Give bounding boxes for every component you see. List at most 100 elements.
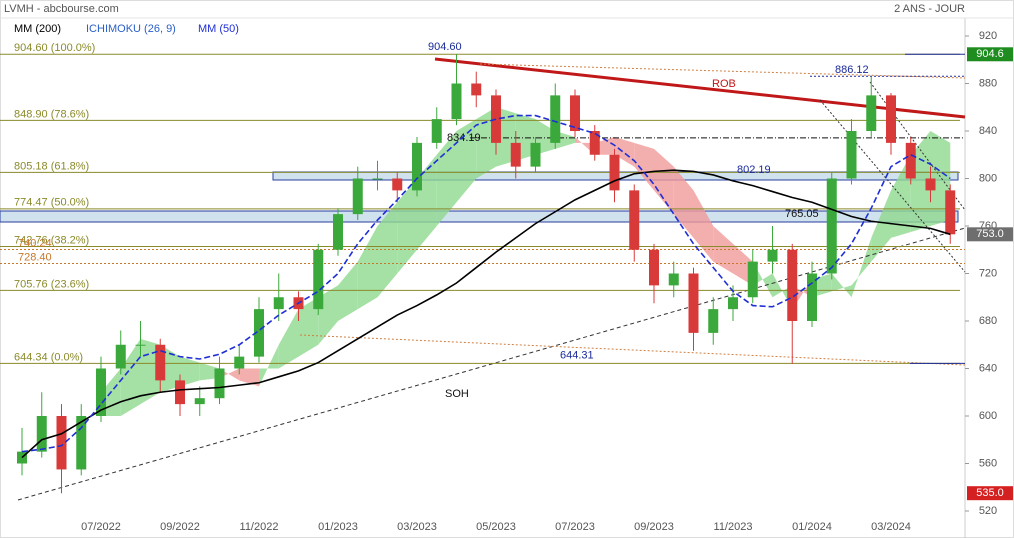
y-tick-label: 800 [979,172,997,184]
channel-line [479,63,966,79]
y-tick-label: 720 [979,267,997,279]
cloud-segment [436,131,457,226]
channel-line [869,81,966,211]
annotation-label: 834.19 [447,132,481,144]
cloud-segment [673,166,694,238]
candle-body [570,95,580,131]
candle-body [708,309,719,333]
candle-body [886,95,896,143]
candle-body [115,344,126,369]
y-tick-label: 880 [979,77,997,89]
trendline [434,57,966,119]
x-tick-label: 11/2022 [240,521,279,533]
candle-body [589,131,600,155]
candle-body [629,190,640,250]
candle-body [96,368,106,416]
header-right: 2 ANS - JOUR [894,3,965,15]
price-tag-label: 535.0 [976,487,1004,499]
candle-body [668,273,679,286]
fib-label: 848.90 (78.6%) [14,108,89,120]
moving-average [21,169,951,459]
candle-body [866,95,877,131]
price-tag [967,486,1013,501]
cloud-segment [851,237,872,298]
moving-averages [21,114,951,459]
cloud-segment [298,297,319,357]
x-tick-label: 05/2023 [476,521,516,533]
price-tag [967,227,1013,242]
legend-mm50: MM (50) [198,23,239,35]
candle-body [846,131,857,179]
price-tag-label: 904.6 [976,48,1004,60]
levels: 904.60 (100.0%) 848.90 (78.6%) 805.18 (61.… [0,41,966,501]
candle-body [431,119,442,143]
y-tick-label: 560 [979,457,997,469]
header-left: LVMH - abcbourse.com [4,3,119,15]
x-tick-label: 09/2023 [634,521,674,533]
x-tick-label: 11/2023 [714,521,753,533]
cloud-segment [377,202,398,298]
candle-body [510,142,521,167]
level-label: 740.24 [18,237,52,249]
candle-body [194,398,205,405]
fib-label: 904.60 (100.0%) [14,42,95,54]
cloud-segment [654,148,674,215]
candle-body [728,297,738,310]
annotation-label: 765.05 [785,208,819,220]
x-tick-label: 01/2024 [792,521,832,533]
level-label: 728.40 [18,251,52,263]
candle-body [36,416,47,452]
candle-body [826,178,837,274]
candle-body [491,95,501,143]
candle-body [412,142,422,191]
x-tick-label: 07/2023 [555,521,595,533]
zone [0,210,959,223]
price-tag [967,47,1013,62]
y-tick-label: 840 [979,125,997,137]
candle-body [767,249,778,262]
y-tick-label: 680 [979,315,997,327]
annotation-label: 904.60 [428,41,462,53]
candle-body [787,249,798,321]
candle-body [609,154,620,191]
fib-label: 705.76 (23.6%) [14,278,89,290]
annotation-label: 886.12 [835,64,869,76]
candle-body [313,249,324,310]
candle-body [649,249,659,286]
trend-label: SOH [445,388,469,400]
candle-body [905,142,916,179]
candle-body [925,178,936,191]
annotation-label: 644.31 [560,349,594,361]
cloud-segment [713,226,733,274]
fib-label: 742.76 (38.2%) [14,234,89,246]
y-tick-label: 640 [979,362,997,374]
y-tick-label: 920 [979,30,997,42]
price-tag-label: 753.0 [976,228,1004,240]
candle-body [234,356,245,369]
candle-body [807,273,817,321]
candle-body [254,309,264,357]
cloud-segment [180,356,200,387]
annotation-label: 802.19 [737,164,771,176]
trendline [17,227,966,501]
cloud-segment [634,142,654,191]
cloud-segment [239,368,259,387]
candle-body [747,261,758,298]
cloud-segment [693,190,714,262]
candle-body [530,142,541,167]
candle-body [688,273,699,333]
cloud-segment [259,344,279,387]
candle-body [471,83,482,96]
candle-body [214,368,225,399]
cloud-segment [456,119,477,203]
x-tick-label: 03/2023 [397,521,437,533]
x-tick-label: 09/2022 [160,521,200,533]
candle-body [175,380,185,405]
y-tick-label: 600 [979,410,997,422]
fib-label: 774.47 (50.0%) [14,197,89,209]
channel-line [819,99,966,273]
channel-line [299,334,966,366]
candle-body [945,190,956,235]
cloud-segment [871,190,891,262]
